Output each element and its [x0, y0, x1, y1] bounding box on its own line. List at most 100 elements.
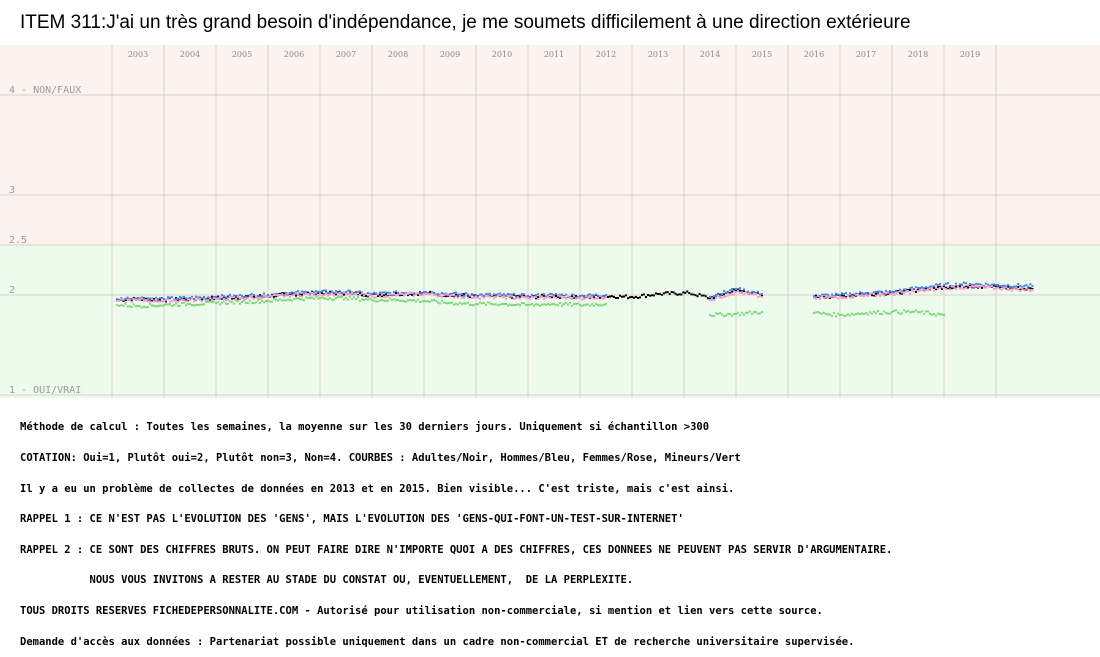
- data-point: [631, 296, 633, 298]
- data-point: [945, 288, 947, 291]
- data-point: [571, 293, 573, 296]
- data-point: [591, 303, 593, 306]
- note-rights: TOUS DROITS RESERVES FICHEDEPERSONNALITE…: [20, 605, 823, 618]
- data-point: [666, 291, 669, 294]
- data-point: [833, 295, 835, 298]
- data-point: [499, 303, 501, 306]
- data-point: [249, 295, 251, 298]
- data-point: [741, 292, 743, 295]
- data-point: [367, 298, 369, 301]
- data-point: [523, 296, 525, 299]
- note-data-access: Demande d'accès aux données : Partenaria…: [20, 635, 855, 648]
- data-point: [175, 296, 177, 299]
- data-point: [881, 293, 883, 296]
- data-point: [425, 291, 427, 294]
- data-point: [889, 293, 891, 296]
- data-point: [923, 287, 925, 290]
- data-point: [341, 294, 343, 297]
- data-point: [503, 302, 505, 305]
- data-point: [833, 311, 835, 314]
- data-point: [1003, 286, 1006, 289]
- data-point: [303, 291, 305, 294]
- data-point: [353, 296, 355, 299]
- data-point: [853, 313, 855, 316]
- data-point: [403, 294, 405, 297]
- data-point: [287, 294, 289, 297]
- note-method: Méthode de calcul : Toutes les semaines,…: [20, 421, 710, 434]
- data-point: [389, 291, 391, 294]
- data-point: [335, 289, 337, 292]
- year-label: 2018: [908, 50, 928, 59]
- data-point: [329, 290, 331, 293]
- data-point: [731, 287, 733, 290]
- data-point: [561, 296, 563, 299]
- data-point: [511, 296, 513, 299]
- data-point: [467, 294, 469, 297]
- data-point: [399, 300, 401, 303]
- data-point: [509, 294, 511, 297]
- data-point: [743, 293, 745, 296]
- data-point: [493, 303, 495, 306]
- data-point: [395, 299, 397, 302]
- data-point: [325, 297, 327, 300]
- data-point: [923, 290, 925, 293]
- data-point: [199, 296, 201, 299]
- data-point: [195, 303, 197, 306]
- data-point: [215, 302, 217, 304]
- data-point: [405, 292, 407, 295]
- data-point: [371, 295, 373, 297]
- data-point: [145, 306, 147, 309]
- data-point: [831, 295, 833, 298]
- data-point: [927, 310, 929, 313]
- data-point: [859, 291, 861, 294]
- data-point: [443, 293, 445, 296]
- data-point: [1001, 288, 1004, 291]
- data-point: [381, 295, 383, 298]
- note-rappel-1: RAPPEL 1 : CE N'EST PAS L'EVOLUTION DES …: [20, 513, 684, 526]
- data-point: [205, 299, 207, 302]
- data-point: [645, 296, 647, 299]
- data-point: [331, 292, 333, 295]
- data-point: [1019, 288, 1022, 291]
- data-point: [447, 293, 449, 296]
- data-point: [191, 295, 193, 298]
- data-point: [823, 297, 825, 300]
- data-point: [485, 294, 487, 297]
- data-point: [1007, 285, 1010, 288]
- data-point: [151, 304, 153, 307]
- data-point: [869, 292, 871, 295]
- data-point: [163, 304, 165, 306]
- data-point: [1009, 288, 1012, 291]
- data-point: [737, 288, 739, 291]
- data-point: [503, 296, 505, 299]
- data-point: [203, 296, 205, 299]
- data-point: [509, 293, 511, 296]
- data-point: [551, 292, 553, 295]
- data-point: [577, 295, 579, 298]
- data-point: [501, 296, 503, 298]
- data-point: [845, 292, 847, 295]
- data-point: [565, 293, 567, 296]
- data-point: [923, 312, 925, 315]
- data-point: [871, 292, 873, 295]
- data-point: [285, 294, 287, 297]
- data-point: [635, 295, 637, 298]
- data-point: [235, 294, 237, 297]
- data-point: [297, 290, 299, 293]
- data-point: [479, 301, 481, 304]
- data-point: [455, 302, 457, 305]
- year-label: 2009: [440, 50, 460, 59]
- data-point: [211, 295, 213, 298]
- data-point: [149, 300, 151, 303]
- data-point: [567, 303, 569, 306]
- data-point: [939, 286, 941, 289]
- data-point: [307, 296, 309, 299]
- data-point: [417, 298, 419, 301]
- data-point: [619, 294, 621, 297]
- data-point: [877, 310, 879, 313]
- data-point: [351, 293, 353, 296]
- data-point: [747, 311, 749, 314]
- data-point: [379, 299, 381, 302]
- data-point: [885, 292, 887, 295]
- data-point: [561, 304, 563, 307]
